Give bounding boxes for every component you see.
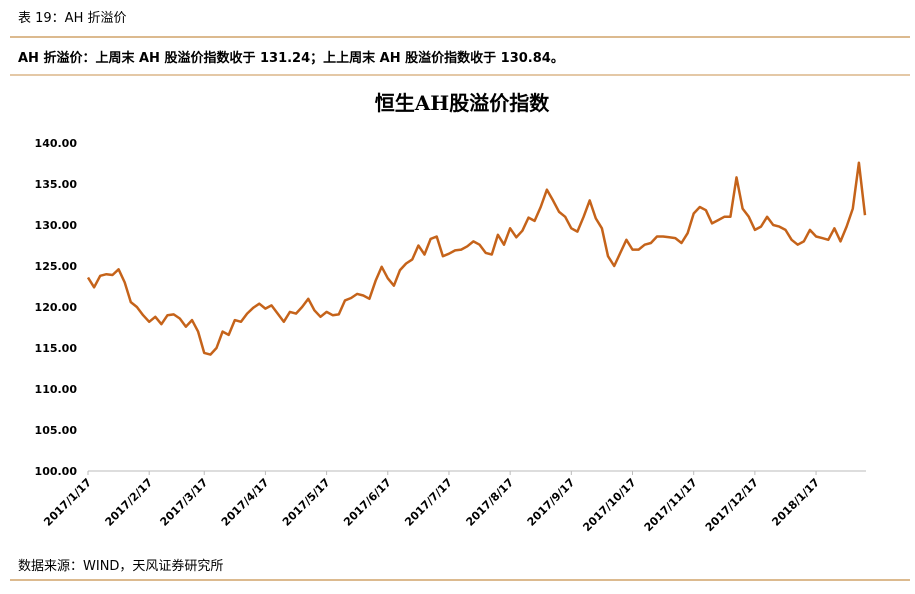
line-series (86, 161, 867, 356)
y-tick-label: 110.00 (35, 383, 78, 396)
chart-title: 恒生AH股溢价指数 (375, 91, 550, 115)
y-tick-label: 125.00 (35, 260, 78, 273)
x-tick-label: 2017/9/17 (525, 476, 578, 529)
x-tick-label: 2017/6/17 (341, 476, 394, 529)
y-tick-label: 130.00 (35, 219, 78, 232)
x-tick-label: 2017/12/17 (703, 476, 761, 534)
y-tick-label: 105.00 (35, 424, 78, 437)
x-tick-label: 2018/1/17 (769, 476, 822, 529)
y-tick-label: 115.00 (35, 342, 78, 355)
x-tick-label: 2017/11/17 (642, 476, 700, 534)
y-tick-label: 120.00 (35, 301, 78, 314)
x-tick-label: 2017/10/17 (580, 476, 638, 534)
y-tick-label: 135.00 (35, 178, 78, 191)
y-tick-label: 100.00 (35, 465, 78, 478)
table-title: 表 19：AH 折溢价 (18, 11, 126, 26)
x-tick-label: 2017/2/17 (103, 476, 156, 529)
x-tick-label: 2017/7/17 (402, 476, 455, 529)
x-tick-label: 2017/1/17 (41, 476, 94, 529)
x-tick-label: 2017/4/17 (219, 476, 272, 529)
x-tick-label: 2017/5/17 (280, 476, 333, 529)
y-tick-label: 140.00 (35, 137, 78, 150)
x-tick-label: 2017/3/17 (158, 476, 211, 529)
source: 数据来源：WIND，天风证券研究所 (18, 558, 223, 574)
x-tick-label: 2017/8/17 (464, 476, 517, 529)
summary: AH 折溢价：上周末 AH 股溢价指数收于 131.24；上上周末 AH 股溢价… (18, 50, 564, 66)
